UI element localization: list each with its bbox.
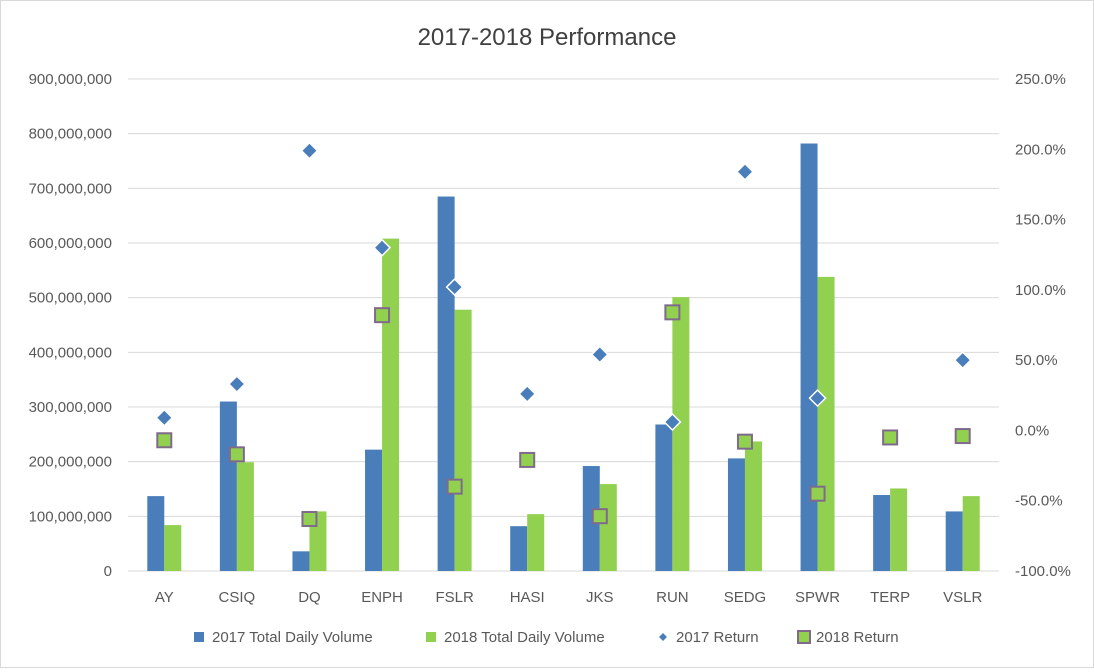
category-label-enph: ENPH <box>361 589 403 606</box>
left-tick-label: 400,000,000 <box>29 344 112 361</box>
marker-2018-return-vslr <box>954 428 971 445</box>
bar-2018-csiq <box>236 462 254 571</box>
legend-swatch-0 <box>194 632 204 642</box>
marker-2017-return-dq <box>300 141 319 160</box>
bar-2018-spwr <box>817 276 835 571</box>
bar-2018-vslr <box>962 496 980 571</box>
right-axis-ticks: -100.0% -50.0% 0.0% 50.0% 100.0% 150.0% 200.0%… <box>1015 71 1071 580</box>
bar-2017-vslr <box>945 511 963 571</box>
left-tick-label: 0 <box>104 563 112 580</box>
category-label-terp: TERP <box>870 589 910 606</box>
right-tick-label: 0.0% <box>1015 422 1049 439</box>
category-label-jks: JKS <box>586 589 614 606</box>
left-tick-label: 600,000,000 <box>29 235 112 252</box>
marker-2018-return-terp <box>882 429 899 446</box>
left-tick-label: 700,000,000 <box>29 180 112 197</box>
bars <box>147 143 980 572</box>
right-tick-label: 50.0% <box>1015 352 1058 369</box>
bar-2018-ay <box>164 525 182 571</box>
category-label-hasi: HASI <box>510 589 545 606</box>
right-tick-label: -50.0% <box>1015 493 1063 510</box>
category-label-vslr: VSLR <box>943 589 982 606</box>
marker-2017-return-fslr <box>445 277 464 297</box>
bar-2017-csiq <box>219 401 237 571</box>
right-tick-label: 200.0% <box>1015 141 1066 158</box>
marker-2018-return-run <box>664 304 681 321</box>
category-label-run: RUN <box>656 589 689 606</box>
legend-label-3: 2018 Return <box>816 629 899 646</box>
bar-2018-hasi <box>527 514 545 571</box>
bar-2018-sedg <box>744 441 762 571</box>
bar-2018-run <box>672 297 690 571</box>
marker-2017-return-sedg <box>735 162 755 181</box>
marker-2018-return-fslr <box>446 478 463 495</box>
marker-2017-return-spwr <box>808 389 827 408</box>
marker-2017-return-hasi <box>518 384 537 403</box>
bar-2017-run <box>655 424 673 571</box>
left-tick-label: 500,000,000 <box>29 290 112 307</box>
bar-2017-ay <box>147 496 165 571</box>
left-tick-label: 800,000,000 <box>29 126 112 143</box>
marker-2018-return-enph <box>374 307 391 324</box>
legend-swatch-1 <box>426 632 436 642</box>
marker-2018-return-dq <box>301 510 318 527</box>
marker-2018-return-sedg <box>736 433 753 450</box>
category-label-ay: AY <box>155 589 174 606</box>
bar-2017-sedg <box>727 458 745 571</box>
legend-swatch-2 <box>659 633 667 641</box>
marker-2017-return-run <box>663 412 682 432</box>
marker-2018-return-hasi <box>519 451 536 468</box>
bar-2017-jks <box>582 466 600 571</box>
category-label-spwr: SPWR <box>795 589 840 606</box>
marker-2017-return-csiq <box>227 374 246 394</box>
category-labels: AY CSIQ DQ ENPH FSLR HASI JKS RUN SEDG SPWR TERP VS… <box>155 589 983 606</box>
legend-label-2: 2017 Return <box>676 629 759 646</box>
category-label-dq: DQ <box>298 589 321 606</box>
left-tick-label: 200,000,000 <box>29 454 112 471</box>
bar-2018-terp <box>890 488 908 571</box>
legend-label-0: 2017 Total Daily Volume <box>212 629 373 646</box>
marker-2018-return-ay <box>156 432 173 449</box>
left-tick-label: 100,000,000 <box>29 508 112 525</box>
marker-2018-return-spwr <box>809 485 826 502</box>
legend-label-1: 2018 Total Daily Volume <box>444 629 605 646</box>
category-label-sedg: SEDG <box>724 589 767 606</box>
right-tick-label: 150.0% <box>1015 212 1066 229</box>
marker-2017-return-jks <box>590 345 609 364</box>
bar-2017-enph <box>365 449 383 571</box>
bar-2017-terp <box>873 495 891 571</box>
bar-2018-enph <box>382 238 400 572</box>
bar-2017-spwr <box>800 143 818 572</box>
marker-2018-return-jks <box>591 508 608 525</box>
bar-2017-fslr <box>437 196 455 572</box>
bar-2017-hasi <box>510 526 528 571</box>
left-tick-label: 900,000,000 <box>29 71 112 88</box>
left-axis-ticks: 0 100,000,000 200,000,000 300,000,000 400,00… <box>29 71 112 580</box>
left-tick-label: 300,000,000 <box>29 399 112 416</box>
category-label-fslr: FSLR <box>435 589 474 606</box>
category-label-csiq: CSIQ <box>219 589 256 606</box>
bar-2018-jks <box>599 484 617 571</box>
marker-2017-return-ay <box>155 408 174 427</box>
marker-2018-return-csiq <box>228 446 245 463</box>
gridlines <box>128 78 999 572</box>
legend-swatch-3 <box>797 630 811 644</box>
marker-2017-return-vslr <box>953 351 972 370</box>
right-tick-label: 100.0% <box>1015 282 1066 299</box>
bar-2018-fslr <box>454 309 472 571</box>
markers <box>155 141 972 527</box>
bar-2017-dq <box>292 551 310 571</box>
right-tick-label: 250.0% <box>1015 71 1066 88</box>
legend: 2017 Total Daily Volume 2018 Total Daily … <box>194 629 899 646</box>
chart-title: 2017-2018 Performance <box>418 24 677 51</box>
right-tick-label: -100.0% <box>1015 563 1071 580</box>
marker-2017-return-enph <box>372 238 392 257</box>
